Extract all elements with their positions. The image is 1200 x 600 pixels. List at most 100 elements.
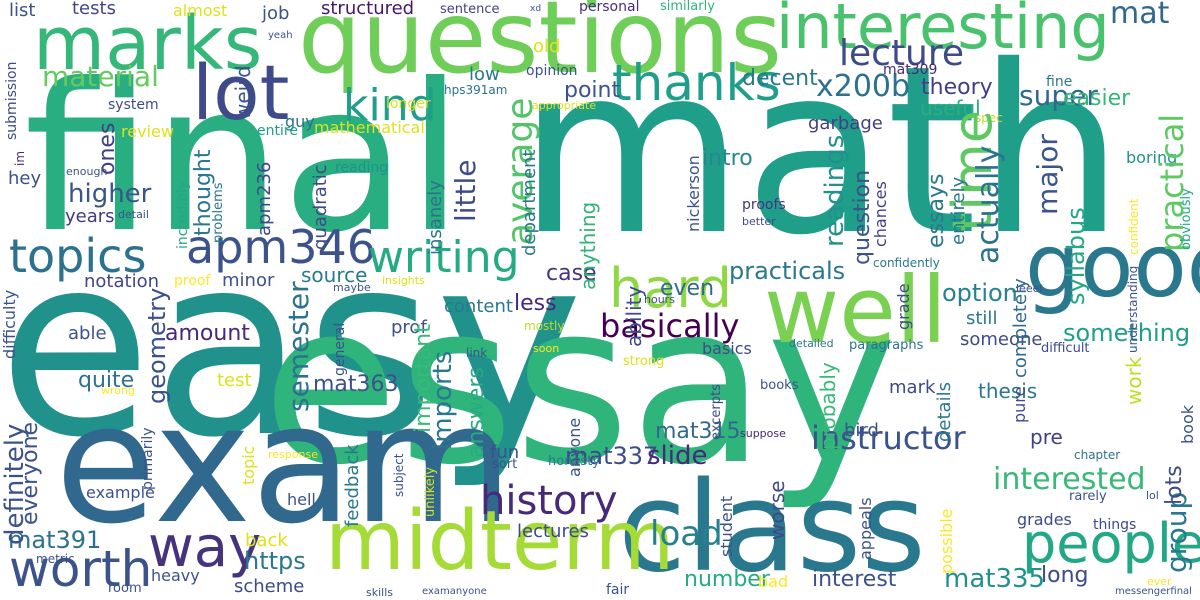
- word-boring: boring: [1126, 148, 1178, 167]
- word-someone: someone: [960, 329, 1043, 350]
- word-opinion: opinion: [526, 63, 578, 79]
- word-enough: enough: [66, 165, 108, 178]
- word-completely: completely: [1010, 278, 1031, 378]
- word-appropriate: appropriate: [532, 99, 597, 112]
- word-back: back: [245, 530, 288, 551]
- word-mostly: mostly: [524, 319, 565, 333]
- word-proofs: proofs: [742, 197, 786, 213]
- word-incredibly: incredibly: [175, 180, 191, 249]
- word-essay: essay: [262, 256, 898, 514]
- word-pre: pre: [1030, 425, 1063, 449]
- word-grades: grades: [1017, 510, 1072, 529]
- word-old: old: [533, 36, 561, 57]
- word-details: details: [934, 382, 955, 442]
- word-weird: weird: [231, 65, 255, 120]
- word-bird: bird: [844, 420, 879, 441]
- word-little: little: [449, 159, 482, 222]
- word-useful: useful: [920, 96, 981, 120]
- word-way: way: [148, 515, 262, 580]
- word-maybe: maybe: [333, 281, 371, 294]
- word-hey: hey: [8, 168, 42, 189]
- word-history: history: [480, 478, 618, 524]
- word-hard: hard: [609, 257, 732, 320]
- word-messengerfinal: messengerfinal: [1115, 586, 1192, 597]
- word-anyone: anyone: [565, 417, 584, 477]
- word-review: review: [121, 122, 174, 141]
- word-bad: bad: [758, 572, 789, 591]
- word-low: low: [469, 64, 500, 85]
- word-fine: fine: [1046, 74, 1073, 90]
- word-work: work: [1122, 356, 1146, 405]
- word-sentence: sentence: [440, 2, 500, 17]
- word-personal: personal: [579, 0, 640, 15]
- word-x200b: x200b: [816, 69, 911, 104]
- word-books: books: [760, 378, 799, 393]
- word-fair: fair: [606, 582, 630, 598]
- word-example: example: [86, 483, 155, 502]
- word-room: room: [108, 581, 142, 596]
- word-problems: problems: [211, 182, 226, 243]
- word-decent: decent: [742, 66, 818, 91]
- word-almost: almost: [173, 1, 228, 20]
- word-rarely: rarely: [1069, 489, 1107, 504]
- word-garbage: garbage: [808, 113, 883, 134]
- word-sort: sort: [492, 457, 518, 472]
- word-slide: slide: [647, 441, 708, 471]
- word-lots: lots: [1162, 465, 1187, 505]
- word-yeah: yeah: [268, 30, 293, 41]
- word-things: things: [1093, 517, 1137, 533]
- word-student: student: [717, 495, 736, 557]
- word-fun: fun: [490, 442, 520, 463]
- word-probably: probably: [816, 362, 840, 450]
- word-wrong: wrong: [101, 384, 135, 397]
- word-something: something: [1063, 319, 1191, 347]
- word-midterm: midterm: [325, 494, 675, 589]
- word-entirely: entirely: [948, 176, 969, 245]
- word-mark: mark: [889, 377, 936, 398]
- word-years: years: [65, 206, 115, 227]
- word-topic: topic: [239, 445, 258, 485]
- word-thesis: thesis: [978, 379, 1038, 403]
- word-heavy: heavy: [151, 566, 200, 585]
- word-actually: actually: [971, 145, 1006, 264]
- word-insanely: insanely: [425, 180, 446, 255]
- word-insights: insights: [382, 274, 425, 287]
- word-xd: xd: [530, 4, 542, 14]
- word-easy: easy: [0, 201, 584, 492]
- word-mat315: mat315: [655, 419, 741, 444]
- word-mat391: mat391: [8, 526, 102, 554]
- word-mathematical: mathematical: [314, 118, 425, 137]
- word-link: link: [466, 346, 488, 360]
- word-paragraphs: paragraphs: [849, 338, 924, 353]
- word-questions: questions: [298, 0, 783, 96]
- word-book: book: [1178, 405, 1197, 444]
- word-exam: exam: [55, 368, 514, 560]
- word-lot: lot: [192, 48, 290, 137]
- word-skills: skills: [366, 586, 394, 599]
- word-lecture: lecture: [839, 33, 965, 74]
- word-good: good: [1025, 215, 1200, 317]
- word-difficult: difficult: [1041, 341, 1090, 356]
- word-obviously: obviously: [1179, 188, 1194, 250]
- word-instructor: instructor: [811, 419, 966, 457]
- word-strong: strong: [623, 354, 665, 369]
- word-nickerson: nickerson: [684, 155, 703, 232]
- word-semester: semester: [282, 281, 315, 412]
- word-general: general: [332, 322, 348, 376]
- word-mat363: mat363: [313, 372, 399, 397]
- word-feedback: feedback: [342, 444, 363, 527]
- word-intro: intro: [702, 146, 753, 171]
- word-suppose: suppose: [740, 427, 786, 440]
- word-important: important: [411, 324, 436, 433]
- word-lol: lol: [1146, 489, 1159, 502]
- word-hps391am: hps391am: [444, 83, 508, 97]
- word-interesting: interesting: [776, 0, 1110, 63]
- word-everyone: everyone: [18, 421, 43, 525]
- word-thanks: thanks: [612, 54, 781, 112]
- word-lectures: lectures: [517, 521, 589, 542]
- word-mat335: mat335: [944, 564, 1046, 594]
- word-im: im: [13, 150, 27, 166]
- word-major: major: [1031, 134, 1064, 215]
- word-scheme: scheme: [234, 576, 305, 597]
- word-response: response: [268, 448, 318, 461]
